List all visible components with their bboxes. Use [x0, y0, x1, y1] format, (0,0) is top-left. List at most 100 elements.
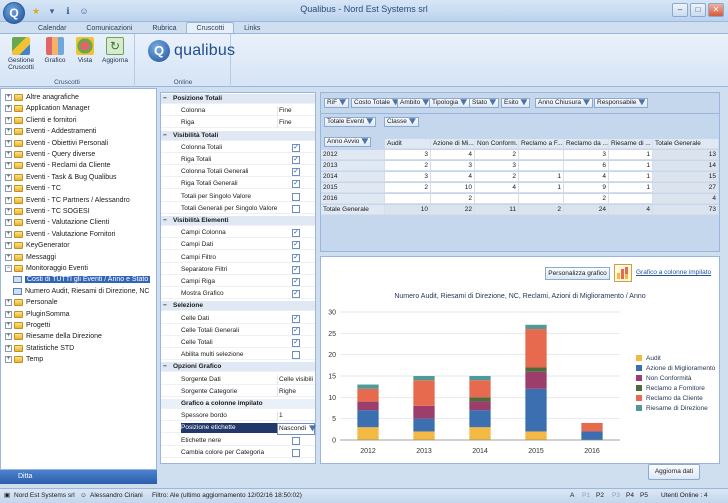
tree-item[interactable]: + Eventi - TC Partners / Alessandro: [1, 195, 156, 206]
pivot-cell[interactable]: 15: [653, 172, 719, 182]
pivot-column-header[interactable]: Reclamo a F...: [519, 139, 564, 149]
pivot-cell[interactable]: [609, 194, 653, 204]
expand-icon[interactable]: +: [5, 196, 12, 204]
filter-field-button[interactable]: Costo Totale: [351, 98, 403, 108]
close-button[interactable]: ✕: [708, 3, 724, 17]
tree-item[interactable]: + Statistiche STD: [1, 343, 156, 354]
property-row[interactable]: Celle Totali ✓: [161, 338, 315, 348]
property-row[interactable]: Totali per Singolo Valore: [161, 192, 315, 202]
checkbox[interactable]: ✓: [292, 339, 300, 347]
collapse-icon[interactable]: −: [5, 265, 12, 272]
column-field-button[interactable]: Classe: [384, 117, 419, 127]
expand-icon[interactable]: +: [5, 105, 12, 113]
pivot-cell[interactable]: 3: [431, 161, 475, 171]
info-icon[interactable]: ℹ: [66, 6, 70, 16]
filter-field-button[interactable]: RiF: [324, 98, 350, 108]
vista-button[interactable]: Vista: [70, 37, 100, 64]
checkbox[interactable]: ✓: [292, 156, 300, 164]
expand-icon[interactable]: +: [5, 139, 12, 147]
stacked-bar-chart-icon[interactable]: [614, 264, 632, 282]
property-row[interactable]: Sorgente Categorie Righe: [161, 386, 315, 397]
pivot-cell[interactable]: [519, 150, 564, 160]
expand-icon[interactable]: +: [5, 344, 12, 352]
checkbox[interactable]: ✓: [292, 326, 300, 335]
pivot-cell[interactable]: 4: [431, 150, 475, 160]
expand-icon[interactable]: +: [5, 242, 12, 250]
pivot-cell[interactable]: 3: [385, 172, 431, 182]
tree-item[interactable]: + Messaggi: [1, 252, 156, 263]
pivot-cell[interactable]: 27: [653, 183, 719, 193]
tree-item[interactable]: + Personale: [1, 297, 156, 308]
pivot-cell[interactable]: 6: [564, 161, 609, 171]
collapse-icon[interactable]: −: [163, 131, 167, 139]
expand-icon[interactable]: +: [5, 151, 12, 158]
maximize-button[interactable]: □: [690, 3, 706, 17]
tree-item[interactable]: + Riesame della Direzione: [1, 331, 156, 342]
pivot-column-header[interactable]: Azione di Mi...: [431, 139, 475, 149]
pivot-cell[interactable]: [519, 194, 564, 204]
pivot-cell[interactable]: 9: [564, 183, 609, 193]
checkbox[interactable]: ✓: [292, 253, 300, 262]
property-row[interactable]: Separatore Filtri ✓: [161, 265, 315, 275]
property-value[interactable]: Righe: [277, 386, 315, 397]
minimize-button[interactable]: –: [672, 3, 688, 17]
tree-item[interactable]: + Progetti: [1, 320, 156, 331]
property-row[interactable]: Mostra Grafico ✓: [161, 289, 315, 300]
tree-item[interactable]: + Eventi - Valutazione Fornitori: [1, 229, 156, 240]
tree-item[interactable]: + Eventi - Task & Bug Qualibus: [1, 172, 156, 183]
expand-icon[interactable]: +: [5, 322, 12, 329]
tree-item[interactable]: + PluginSomma: [1, 309, 156, 320]
expand-icon[interactable]: +: [5, 219, 12, 227]
tab-links[interactable]: Links: [244, 25, 261, 32]
pivot-cell[interactable]: 14: [653, 161, 719, 171]
property-row[interactable]: Totali Generali per Singolo Valore: [161, 204, 315, 214]
tree-item[interactable]: + Eventi - Reclami da Cliente: [1, 160, 156, 171]
expand-icon[interactable]: +: [5, 116, 12, 124]
pivot-cell[interactable]: [385, 194, 431, 204]
tree-item[interactable]: + Eventi - Obiettivi Personali: [1, 138, 156, 149]
pivot-cell[interactable]: 2: [475, 150, 519, 160]
property-row[interactable]: Celle Totali Generali ✓: [161, 326, 315, 336]
checkbox[interactable]: ✓: [292, 265, 300, 274]
tree-item[interactable]: + Altre anagrafiche: [1, 92, 156, 103]
favorites-star-icon[interactable]: ★: [31, 6, 41, 16]
pivot-row-header[interactable]: 2015: [321, 183, 385, 193]
checkbox[interactable]: [292, 192, 300, 201]
checkbox[interactable]: ✓: [292, 143, 300, 152]
checkbox[interactable]: ✓: [292, 290, 300, 299]
property-row[interactable]: Campi Dati ✓: [161, 240, 315, 251]
checkbox[interactable]: ✓: [292, 314, 300, 323]
property-row[interactable]: Riga Totali Generali ✓: [161, 179, 315, 190]
pivot-cell[interactable]: 2: [385, 161, 431, 171]
pivot-column-header[interactable]: Riesame di ...: [609, 139, 653, 149]
pivot-cell[interactable]: 4: [564, 172, 609, 182]
property-row[interactable]: Abilita multi selezione: [161, 350, 315, 361]
expand-icon[interactable]: +: [5, 208, 12, 215]
filter-field-button[interactable]: Esito: [501, 98, 531, 108]
pivot-column-header[interactable]: Reclamo da ...: [564, 139, 609, 149]
collapse-icon[interactable]: −: [163, 95, 167, 102]
pivot-cell[interactable]: [519, 161, 564, 171]
expand-icon[interactable]: +: [5, 128, 12, 136]
dropdown-arrow-icon[interactable]: ▾: [49, 6, 55, 16]
row-field-button[interactable]: Anno Avvio: [324, 137, 372, 147]
tree-item[interactable]: + Application Manager: [1, 103, 156, 114]
expand-icon[interactable]: +: [5, 162, 12, 170]
grafico-button[interactable]: Grafico: [40, 37, 70, 64]
expand-icon[interactable]: +: [5, 230, 12, 238]
filter-field-button[interactable]: Stato: [469, 98, 500, 108]
pivot-cell[interactable]: 10: [385, 205, 431, 215]
expand-icon[interactable]: +: [5, 333, 12, 341]
checkbox[interactable]: [292, 448, 300, 457]
user-icon[interactable]: ☺: [79, 6, 89, 16]
property-value[interactable]: Fine: [277, 106, 315, 117]
expand-icon[interactable]: +: [5, 94, 12, 101]
pivot-column-header[interactable]: Non Conform...: [475, 139, 519, 149]
refresh-data-button[interactable]: Aggiorna dati: [648, 464, 700, 480]
pivot-cell[interactable]: 22: [431, 205, 475, 215]
pivot-cell[interactable]: 2: [519, 205, 564, 215]
property-row[interactable]: Riga Totali ✓: [161, 155, 315, 165]
tree-item[interactable]: + Clienti e fornitori: [1, 115, 156, 126]
pivot-row-header[interactable]: 2014: [321, 172, 385, 182]
filter-field-button[interactable]: Ambito: [397, 98, 433, 108]
